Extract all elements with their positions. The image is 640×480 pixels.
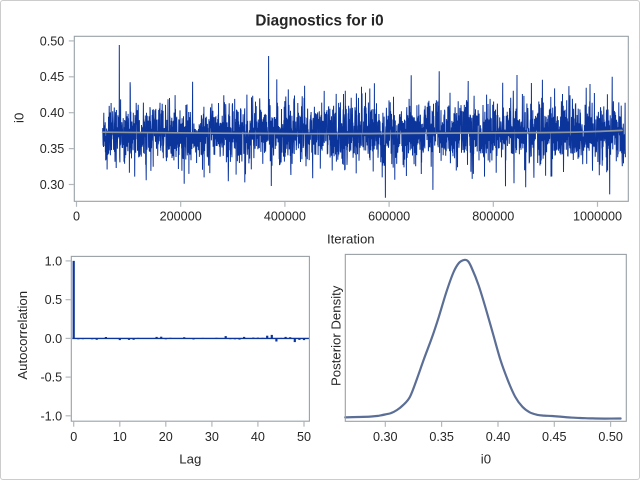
- svg-text:1.0: 1.0: [45, 254, 63, 268]
- svg-text:200000: 200000: [160, 210, 202, 224]
- svg-text:Lag: Lag: [179, 451, 201, 466]
- svg-text:-0.5: -0.5: [40, 371, 62, 385]
- svg-text:0.40: 0.40: [40, 106, 65, 120]
- svg-text:0: 0: [73, 210, 80, 224]
- svg-text:Diagnostics for i0: Diagnostics for i0: [255, 13, 383, 30]
- svg-text:i0: i0: [481, 451, 491, 466]
- svg-text:0.45: 0.45: [40, 70, 65, 84]
- svg-text:i0: i0: [12, 113, 27, 123]
- svg-text:0.50: 0.50: [598, 430, 623, 444]
- svg-text:0.0: 0.0: [45, 332, 63, 346]
- svg-text:0.30: 0.30: [373, 430, 398, 444]
- svg-text:40: 40: [251, 430, 265, 444]
- svg-text:10: 10: [113, 430, 127, 444]
- svg-text:0.50: 0.50: [40, 34, 65, 48]
- svg-text:Posterior Density: Posterior Density: [329, 285, 344, 386]
- svg-text:50: 50: [297, 430, 311, 444]
- svg-text:400000: 400000: [264, 210, 306, 224]
- svg-text:0.40: 0.40: [486, 430, 511, 444]
- svg-text:-1.0: -1.0: [40, 409, 62, 423]
- svg-text:0.30: 0.30: [40, 178, 65, 192]
- svg-text:0.35: 0.35: [429, 430, 454, 444]
- svg-text:0.35: 0.35: [40, 142, 65, 156]
- svg-text:800000: 800000: [472, 210, 514, 224]
- svg-text:Iteration: Iteration: [327, 232, 375, 247]
- svg-text:0.45: 0.45: [542, 430, 567, 444]
- svg-text:30: 30: [205, 430, 219, 444]
- svg-text:1000000: 1000000: [573, 210, 622, 224]
- svg-text:20: 20: [159, 430, 173, 444]
- svg-text:Autocorrelation: Autocorrelation: [15, 291, 30, 380]
- svg-text:600000: 600000: [368, 210, 410, 224]
- svg-text:0.5: 0.5: [45, 293, 63, 307]
- svg-text:0: 0: [70, 430, 77, 444]
